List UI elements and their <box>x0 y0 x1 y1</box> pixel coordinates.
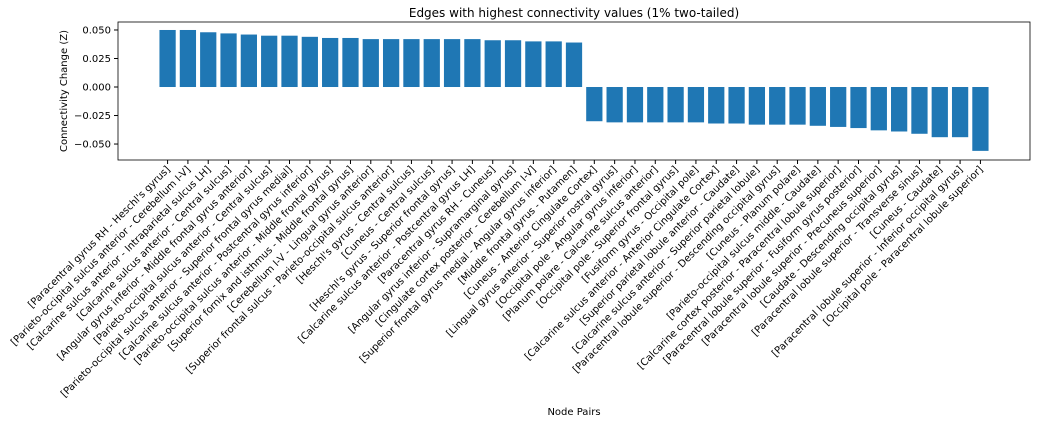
bar <box>586 87 603 122</box>
bar <box>769 87 786 125</box>
y-tick-label: −0.050 <box>74 140 111 151</box>
y-tick-label: 0.000 <box>82 83 111 94</box>
bar <box>261 35 278 88</box>
bar <box>850 87 867 129</box>
x-axis-label: Node Pairs <box>547 407 600 418</box>
bar <box>748 87 766 125</box>
bar <box>728 87 745 124</box>
bar <box>322 37 339 88</box>
y-tick-label: 0.050 <box>82 25 111 36</box>
bar <box>403 39 420 88</box>
bar <box>626 87 644 123</box>
bar <box>443 39 461 88</box>
y-axis-label: Connectivity Change (Z) <box>59 30 70 152</box>
bar <box>708 87 725 124</box>
bar <box>159 29 176 88</box>
bar <box>789 87 806 125</box>
bar <box>809 87 826 126</box>
bar <box>830 87 847 127</box>
bar <box>423 39 440 88</box>
chart-title: Edges with highest connectivity values (… <box>409 6 739 20</box>
bar <box>504 40 522 88</box>
bar <box>240 34 257 88</box>
bar <box>464 39 481 88</box>
bar <box>667 87 684 123</box>
bar <box>525 41 542 88</box>
y-tick-label: −0.025 <box>74 111 111 122</box>
bar <box>606 87 623 123</box>
bar <box>565 42 583 88</box>
bar <box>951 87 969 138</box>
bar <box>301 36 318 88</box>
bar <box>911 87 928 134</box>
bar <box>362 39 379 88</box>
bar <box>545 41 562 88</box>
bar <box>200 32 217 88</box>
bar <box>220 33 237 88</box>
bar <box>870 87 887 131</box>
bar <box>647 87 664 123</box>
y-tick-label: 0.025 <box>82 54 111 65</box>
bar <box>382 39 400 88</box>
bar <box>891 87 908 132</box>
bar <box>342 37 359 88</box>
bar <box>687 87 705 123</box>
plot-frame <box>117 21 1031 161</box>
bar <box>972 87 989 151</box>
bar <box>179 29 197 88</box>
bar <box>484 40 501 88</box>
bar <box>281 35 298 88</box>
bar <box>931 87 948 138</box>
